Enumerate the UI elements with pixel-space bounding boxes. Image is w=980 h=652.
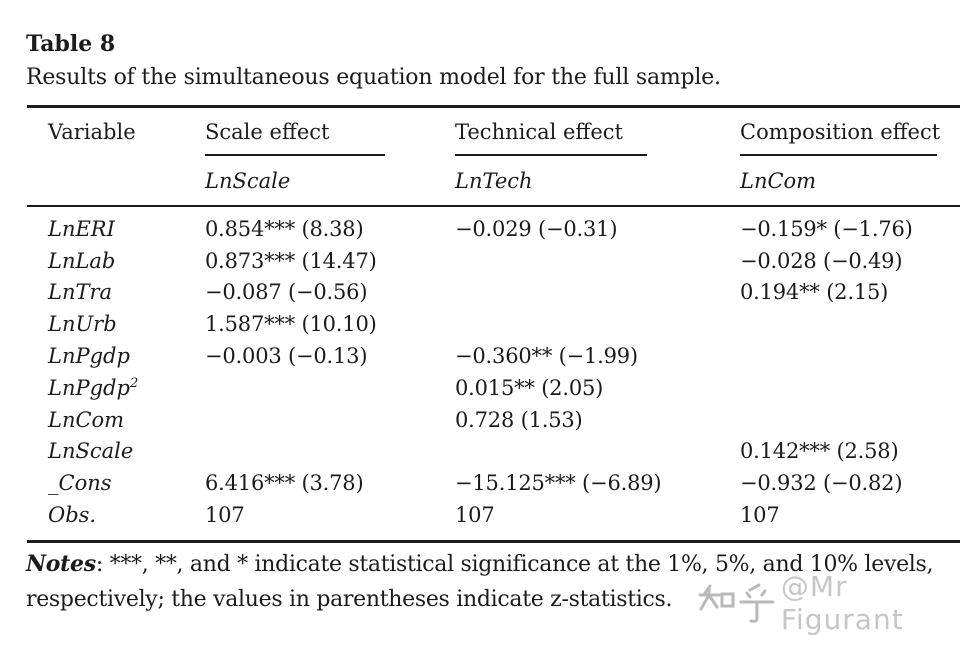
header-scale-effect-label: Scale effect <box>205 120 330 144</box>
table-row: LnPgdp2 0.015** (2.05) <box>27 372 960 404</box>
scale-column-rule <box>205 154 385 156</box>
cell-scale: −0.003 (−0.13) <box>205 344 368 369</box>
subheader-lntech: LnTech <box>455 168 533 193</box>
cell-scale: 107 <box>205 503 245 528</box>
table-row: LnERI 0.854*** (8.38) −0.029 (−0.31) −0.… <box>27 213 960 245</box>
notes-label: Notes <box>26 551 96 577</box>
technical-column-rule <box>455 154 647 156</box>
table-number: Table 8 <box>26 31 116 57</box>
cell-tech: 0.015** (2.05) <box>455 375 604 400</box>
cell-tech: 107 <box>455 503 495 528</box>
header-composition-effect: Composition effect <box>740 108 960 156</box>
cell-scale: 6.416*** (3.78) <box>205 471 364 496</box>
row-variable: LnLab <box>48 248 116 273</box>
cell-scale: 0.854*** (8.38) <box>205 216 364 241</box>
row-variable: _Cons <box>48 471 112 496</box>
table-body: LnERI 0.854*** (8.38) −0.029 (−0.31) −0.… <box>27 207 960 540</box>
table-notes: Notes: ***, **, and * indicate statistic… <box>26 547 971 617</box>
row-variable-base: LnPgdp <box>48 375 130 400</box>
row-variable-exponent: 2 <box>129 375 139 391</box>
table-title-block: Table 8 Results of the simultaneous equa… <box>26 28 721 95</box>
cell-tech: 0.728 (1.53) <box>455 407 583 432</box>
cell-comp: −0.932 (−0.82) <box>740 471 903 496</box>
header-technical-effect-label: Technical effect <box>455 120 623 144</box>
table-header-row: Variable Scale effect Technical effect C… <box>27 108 960 156</box>
cell-scale: −0.087 (−0.56) <box>205 280 368 305</box>
table-row: LnTra −0.087 (−0.56) 0.194** (2.15) <box>27 277 960 309</box>
subheader-lncom: LnCom <box>740 168 817 193</box>
cell-comp: −0.028 (−0.49) <box>740 248 903 273</box>
row-variable: LnPgdp <box>48 344 130 369</box>
cell-comp: −0.159* (−1.76) <box>740 216 913 241</box>
table-row: _Cons 6.416*** (3.78) −15.125*** (−6.89)… <box>27 467 960 499</box>
table-row: Obs. 107 107 107 <box>27 499 960 531</box>
table-caption: Results of the simultaneous equation mod… <box>26 65 721 90</box>
cell-tech: −15.125*** (−6.89) <box>455 471 662 496</box>
header-technical-effect: Technical effect <box>455 108 740 156</box>
composition-column-rule <box>740 154 937 156</box>
row-variable: Obs. <box>48 503 97 528</box>
table-mid-rule <box>27 205 960 207</box>
header-scale-effect: Scale effect <box>205 108 455 156</box>
header-composition-effect-label: Composition effect <box>740 120 941 144</box>
row-variable: LnPgdp2 <box>48 376 205 400</box>
table-subheader-row: LnScale LnTech LnCom <box>27 156 960 205</box>
row-variable: LnCom <box>48 407 125 432</box>
notes-text: : ***, **, and * indicate statistical si… <box>26 552 934 612</box>
table-row: LnCom 0.728 (1.53) <box>27 404 960 436</box>
cell-scale: 1.587*** (10.10) <box>205 312 377 337</box>
cell-tech: −0.029 (−0.31) <box>455 216 618 241</box>
cell-scale: 0.873*** (14.47) <box>205 248 377 273</box>
table-row: LnLab 0.873*** (14.47) −0.028 (−0.49) <box>27 245 960 277</box>
subheader-lnscale: LnScale <box>205 168 291 193</box>
cell-comp: 0.194** (2.15) <box>740 280 889 305</box>
row-variable: LnERI <box>48 216 115 241</box>
table-row: LnScale 0.142*** (2.58) <box>27 436 960 468</box>
table-row: LnPgdp −0.003 (−0.13) −0.360** (−1.99) <box>27 340 960 372</box>
cell-comp: 0.142*** (2.58) <box>740 439 899 464</box>
row-variable: LnScale <box>48 439 134 464</box>
cell-comp: 107 <box>740 503 780 528</box>
results-table: Variable Scale effect Technical effect C… <box>27 105 960 543</box>
header-variable: Variable <box>48 120 136 144</box>
cell-tech: −0.360** (−1.99) <box>455 344 638 369</box>
table-row: LnUrb 1.587*** (10.10) <box>27 308 960 340</box>
row-variable: LnTra <box>48 280 113 305</box>
row-variable: LnUrb <box>48 312 117 337</box>
